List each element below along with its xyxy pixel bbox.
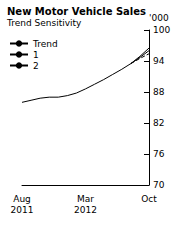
svg-text:82: 82 bbox=[153, 118, 164, 128]
svg-text:1: 1 bbox=[33, 50, 39, 60]
svg-text:Oct: Oct bbox=[141, 194, 157, 204]
svg-text:'000: '000 bbox=[149, 13, 169, 23]
svg-text:100: 100 bbox=[153, 25, 170, 35]
svg-text:2012: 2012 bbox=[74, 205, 97, 215]
svg-text:94: 94 bbox=[153, 56, 165, 66]
svg-text:88: 88 bbox=[153, 87, 165, 97]
svg-text:Trend: Trend bbox=[32, 39, 58, 49]
svg-text:76: 76 bbox=[153, 149, 165, 159]
svg-text:2: 2 bbox=[33, 61, 39, 71]
svg-text:Trend Sensitivity: Trend Sensitivity bbox=[6, 18, 82, 28]
svg-text:Aug: Aug bbox=[13, 194, 31, 204]
svg-text:New Motor Vehicle Sales: New Motor Vehicle Sales bbox=[7, 6, 146, 17]
svg-text:2011: 2011 bbox=[11, 205, 34, 215]
svg-text:Mar: Mar bbox=[77, 194, 94, 204]
svg-text:70: 70 bbox=[153, 180, 165, 190]
